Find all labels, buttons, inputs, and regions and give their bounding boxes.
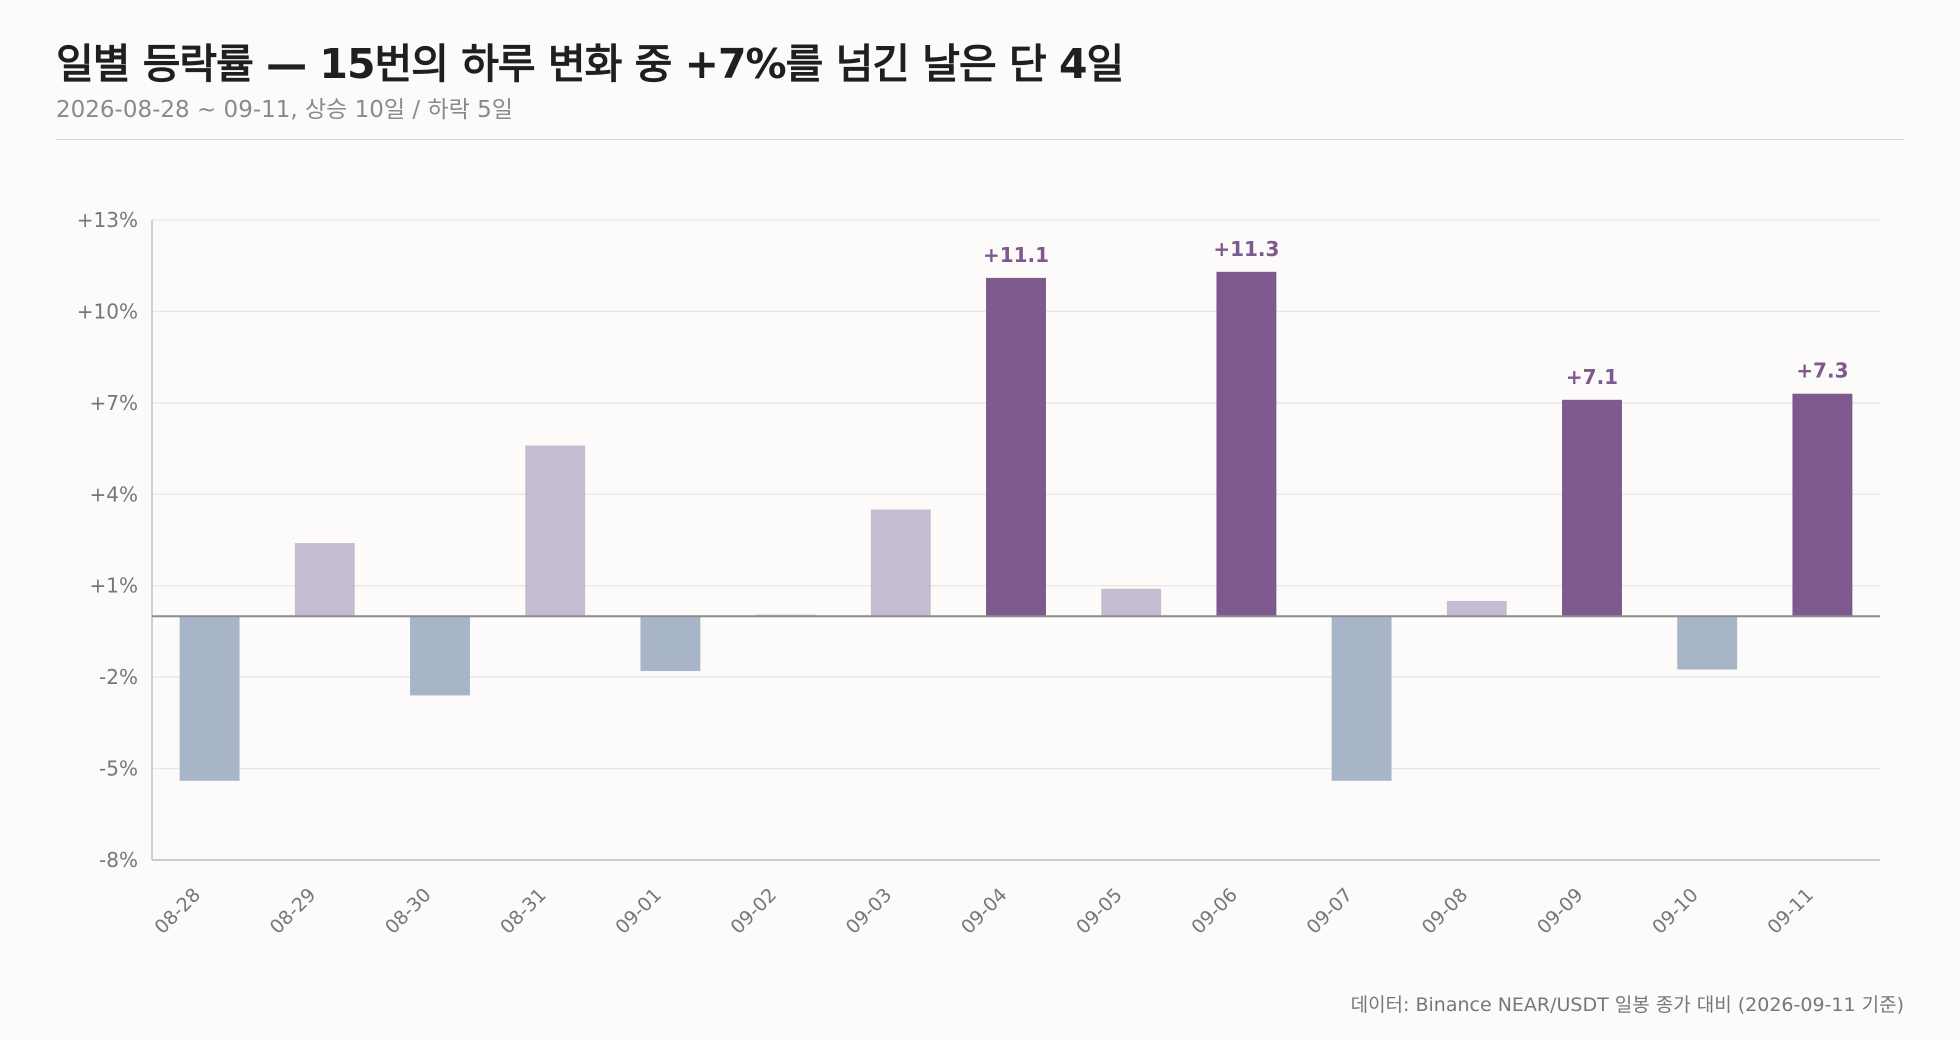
bar — [179, 616, 240, 781]
y-tick-label: -8% — [99, 848, 138, 872]
bar — [986, 277, 1046, 617]
x-tick-label: 09-04 — [957, 884, 1012, 939]
y-tick-label: +4% — [90, 482, 139, 506]
bar — [410, 616, 470, 696]
bar — [640, 616, 701, 672]
chart-title: 일별 등락률 — 15번의 하루 변화 중 +7%를 넘긴 날은 단 4일 — [56, 40, 1124, 88]
x-tick-label: 08-30 — [381, 884, 436, 939]
bar — [1792, 393, 1853, 617]
bar — [1446, 600, 1507, 617]
bar — [1677, 616, 1738, 670]
bar-value-label: +11.1 — [983, 243, 1049, 267]
x-tick-label: 09-08 — [1418, 884, 1473, 939]
x-tick-label: 08-31 — [496, 884, 551, 939]
bar — [1216, 271, 1277, 617]
x-tick-label: 09-02 — [727, 884, 782, 939]
bar — [1562, 399, 1622, 617]
header-divider — [56, 139, 1904, 140]
y-tick-label: +1% — [90, 574, 139, 598]
bar — [294, 543, 355, 617]
y-tick-label: +10% — [77, 299, 138, 323]
x-tick-label: 09-05 — [1072, 884, 1127, 939]
bar — [525, 445, 586, 617]
bar-value-label: +11.3 — [1213, 237, 1279, 261]
x-tick-label: 09-03 — [842, 884, 897, 939]
chart-subtitle: 2026-08-28 ~ 09-11, 상승 10일 / 하락 5일 — [56, 97, 513, 123]
x-tick-label: 09-06 — [1187, 884, 1242, 939]
x-tick-label: 08-28 — [151, 884, 206, 939]
y-tick-label: -5% — [99, 757, 138, 781]
bar — [1101, 588, 1162, 617]
data-source-note: 데이터: Binance NEAR/USDT 일봉 종가 대비 (2026-09… — [1350, 994, 1904, 1016]
y-tick-label: +7% — [90, 391, 139, 415]
x-tick-label: 08-29 — [266, 884, 321, 939]
x-tick-label: 09-09 — [1533, 884, 1588, 939]
x-tick-label: 09-10 — [1648, 884, 1703, 939]
y-tick-label: +13% — [77, 208, 138, 232]
x-tick-label: 09-01 — [611, 884, 666, 939]
x-tick-label: 09-11 — [1763, 884, 1818, 939]
y-tick-label: -2% — [99, 665, 138, 689]
bar — [1331, 616, 1392, 781]
bar — [870, 509, 931, 617]
x-tick-label: 09-07 — [1303, 884, 1358, 939]
bar-value-label: +7.1 — [1566, 365, 1618, 389]
bar-value-label: +7.3 — [1796, 359, 1848, 383]
